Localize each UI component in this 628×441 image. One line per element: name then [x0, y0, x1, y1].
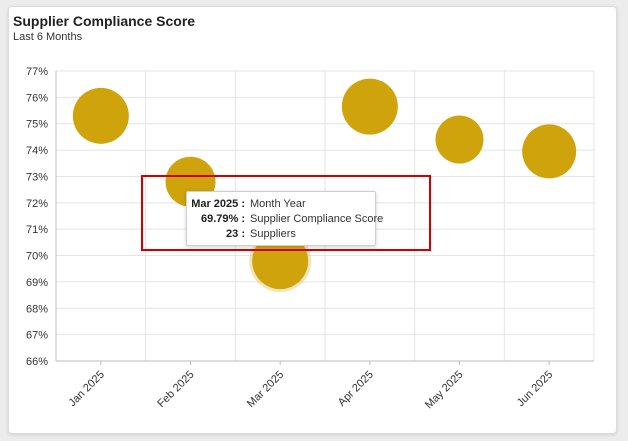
bubble-point: [341, 78, 398, 135]
x-tick-label: Mar 2025: [245, 369, 286, 410]
y-tick-label: 73%: [26, 171, 48, 183]
x-tick-label: Apr 2025: [336, 369, 376, 409]
x-tick-label: Feb 2025: [155, 369, 196, 410]
bubble-point: [252, 233, 309, 290]
tooltip-label: Supplier Compliance Score: [250, 213, 384, 225]
tooltip-label: Suppliers: [250, 228, 296, 240]
y-tick-label: 67%: [26, 330, 48, 342]
y-axis: 66% 67% 68% 69% 70% 71% 72% 73% 74% 75% 76% 77%: [26, 66, 57, 368]
gridlines: [55, 70, 595, 362]
y-tick-label: 70%: [26, 251, 48, 263]
x-axis: Jan 2025 Feb 2025 Mar 2025 Apr 2025 May 2025…: [56, 360, 594, 412]
y-tick-label: 68%: [26, 303, 48, 315]
y-tick-label: 76%: [26, 92, 48, 104]
x-tick-label: May 2025: [423, 369, 466, 412]
x-tick-label: Jan 2025: [66, 369, 106, 409]
bubble-point: [522, 124, 577, 179]
y-tick-label: 75%: [26, 119, 48, 131]
y-tick-label: 69%: [26, 277, 48, 289]
tooltip-key: 23 :: [226, 228, 245, 240]
y-tick-label: 72%: [26, 198, 48, 210]
data-tooltip: Mar 2025 : Month Year 69.79% : Supplier …: [186, 191, 383, 246]
y-tick-label: 66%: [26, 356, 48, 368]
tooltip-key: 69.79% :: [200, 213, 245, 225]
y-tick-label: 71%: [26, 224, 48, 236]
tooltip-key: Mar 2025 :: [191, 198, 245, 210]
x-tick-label: Jun 2025: [515, 369, 555, 409]
tooltip-label: Month Year: [250, 198, 306, 210]
y-tick-label: 74%: [26, 145, 48, 157]
highlight-box: [141, 175, 431, 251]
bubble-point: [72, 87, 129, 144]
tooltip-row-suppliers: 23 : Suppliers: [187, 228, 375, 243]
bubble-point: [435, 115, 484, 164]
chart-title: Supplier Compliance Score: [13, 13, 196, 29]
chart-subtitle: Last 6 Months: [13, 31, 83, 43]
tooltip-row-month: Mar 2025 : Month Year: [187, 198, 375, 213]
tooltip-row-score: 69.79% : Supplier Compliance Score: [187, 213, 383, 228]
y-tick-label: 77%: [26, 66, 48, 78]
